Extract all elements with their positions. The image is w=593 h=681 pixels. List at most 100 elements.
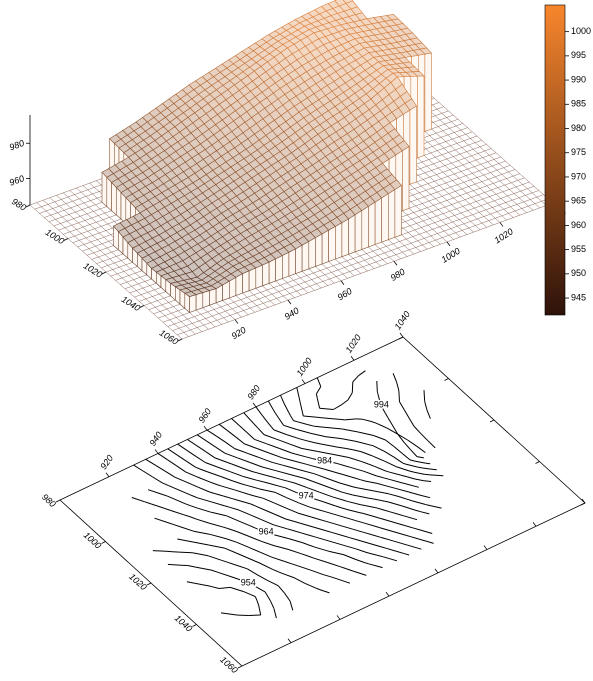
contour-line — [389, 539, 395, 542]
contour-line — [288, 412, 291, 416]
contour-line — [397, 433, 408, 441]
contour-line — [376, 422, 388, 429]
contour-line — [345, 465, 351, 468]
contour-line — [329, 487, 334, 490]
contour-line — [209, 491, 215, 494]
contour-line — [309, 464, 325, 470]
contour-line — [205, 451, 216, 459]
contour-line — [396, 381, 400, 390]
contour-line — [250, 503, 263, 510]
contour-line — [239, 466, 253, 473]
floor-grid — [172, 194, 544, 331]
surface-wall — [170, 282, 176, 301]
contour-line — [131, 497, 145, 503]
contour-line — [316, 482, 330, 489]
contour-line — [363, 470, 377, 477]
contour-line — [361, 461, 369, 465]
contour-line — [398, 496, 408, 500]
contour-line — [426, 409, 431, 419]
contour-line — [205, 462, 218, 468]
colorbar — [544, 4, 566, 316]
contour-line — [157, 452, 168, 461]
surface-wall — [242, 270, 250, 294]
x-tick-label: 980 — [389, 267, 407, 283]
colorbar-tick-label: 945 — [571, 292, 586, 302]
colorbar-tick-label: 975 — [571, 147, 586, 157]
contour-line — [243, 591, 251, 595]
contour-line — [232, 498, 238, 501]
contour-line — [273, 429, 287, 435]
contour-line — [368, 463, 375, 467]
colorbar-tick-label: 980 — [571, 123, 586, 133]
contour-line — [358, 370, 366, 377]
contour-line — [230, 586, 244, 593]
contour-line — [377, 517, 392, 522]
contour-line — [297, 512, 312, 518]
contour-line — [420, 433, 429, 442]
y-tick — [237, 665, 243, 669]
contour-line — [305, 456, 314, 460]
contour-line — [357, 431, 374, 436]
contour-line — [392, 425, 399, 435]
contour-line — [429, 474, 444, 477]
contour-line — [236, 541, 249, 548]
contour-line — [368, 497, 373, 500]
contour-line — [310, 569, 324, 576]
contour-line — [376, 475, 384, 479]
surface-wall — [202, 290, 210, 309]
y-tick-label: 1040 — [173, 613, 195, 634]
contour-line — [425, 462, 431, 465]
contour-line — [374, 435, 386, 441]
contour-line — [262, 466, 277, 472]
surface-wall — [424, 52, 432, 132]
contour-line — [263, 458, 273, 463]
contour-line — [264, 591, 271, 601]
contour-line — [380, 483, 395, 489]
contour-line — [267, 400, 274, 410]
contour-line — [299, 401, 302, 407]
contour-line — [231, 418, 240, 426]
contour-line — [221, 559, 228, 563]
contour-line — [333, 404, 342, 410]
contour-line — [244, 443, 249, 446]
contour-line — [355, 558, 365, 564]
contour-line — [351, 518, 357, 522]
contour-line — [197, 486, 210, 493]
x-tick-label: 960 — [196, 407, 213, 425]
contour-line — [286, 497, 299, 504]
x-tick — [350, 356, 355, 361]
surface-wall — [189, 294, 197, 313]
contour-line — [304, 477, 314, 482]
y-tick-label: 1060 — [218, 654, 240, 675]
contour-line — [350, 466, 365, 472]
contour-line — [414, 460, 426, 464]
contour-line — [300, 553, 308, 557]
contour-line — [185, 460, 196, 468]
contour-line — [266, 475, 271, 477]
contour-line — [284, 487, 297, 494]
contour-label: 964 — [259, 527, 274, 537]
contour-line — [403, 441, 411, 450]
contour-line — [422, 495, 431, 499]
contour-line — [216, 435, 226, 443]
y-tick — [580, 502, 586, 506]
contour-line — [177, 443, 188, 451]
contour-line — [290, 474, 295, 477]
contour-line — [368, 552, 384, 558]
contour-label: 994 — [374, 399, 389, 409]
contour-line — [237, 520, 250, 527]
contour-line — [355, 440, 360, 443]
y-tick — [444, 378, 449, 381]
contour-line — [280, 440, 290, 445]
contour-line — [254, 596, 258, 601]
contour-line — [319, 491, 329, 496]
contour-line — [236, 552, 248, 559]
contour-line — [261, 414, 269, 423]
contour-line — [380, 508, 390, 513]
contour-line — [288, 443, 302, 449]
contour-line — [365, 480, 378, 484]
contour-line — [207, 471, 221, 477]
contour-line — [378, 526, 393, 532]
contour-line — [170, 510, 185, 516]
contour-line — [389, 471, 401, 476]
